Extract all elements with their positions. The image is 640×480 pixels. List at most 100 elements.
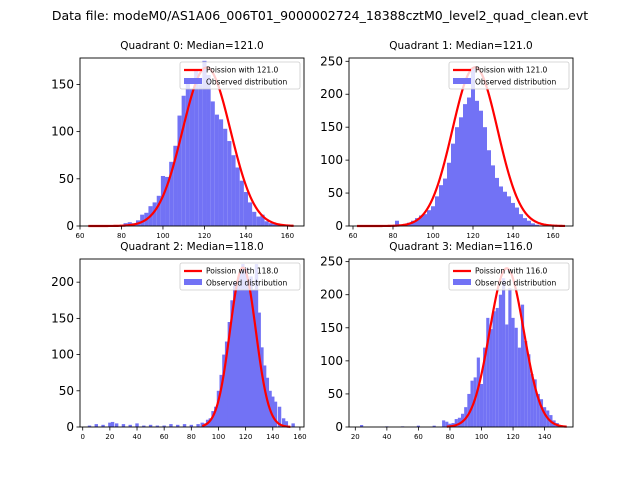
quadrant-2-hist-bar — [233, 282, 237, 427]
quadrant-0-legend-curve-label: Poission with 121.0 — [206, 66, 279, 75]
quadrant-3-xtick-label: 60 — [414, 433, 423, 441]
quadrant-1-ytick-label: 250 — [320, 54, 343, 68]
quadrant-0-hist-bar — [206, 74, 211, 226]
quadrant-0-hist-bar — [177, 115, 182, 226]
quadrant-0-hist-bar — [156, 195, 161, 226]
quadrant-3-ytick-label: 150 — [320, 321, 343, 335]
quadrant-0-hist-bar — [256, 216, 261, 226]
quadrant-1-hist-bar — [459, 117, 463, 226]
quadrant-1-ytick-label: 100 — [320, 153, 343, 167]
quadrant-2-hist-bar — [230, 300, 234, 427]
quadrant-3-axes-frame — [348, 258, 574, 428]
quadrant-2-ytick-label: 0 — [66, 420, 74, 434]
quadrant-3-hist-bar — [479, 384, 484, 427]
quadrant-1-hist-bar — [471, 67, 475, 226]
quadrant-2-title: Quadrant 2: Median=118.0 — [120, 241, 263, 253]
quadrant-0-legend-hist-label: Observed distribution — [206, 78, 287, 87]
quadrant-3-legend-hist-swatch — [453, 279, 471, 285]
quadrant-0-hist-bar — [218, 119, 224, 226]
quadrant-2-xtick-label: 40 — [133, 433, 142, 441]
quadrant-3-hist-bar — [508, 288, 512, 427]
quadrant-3-hist-bar — [539, 399, 544, 427]
quadrant-3-hist-bar — [445, 421, 449, 427]
quadrant-1-hist-bar — [435, 196, 439, 226]
quadrant-2-panel: Quadrant 2: Median=118.0 0 20 40 60 80 100 120 1… — [51, 241, 307, 441]
quadrant-1-hist-bar — [419, 215, 423, 226]
quadrant-2-axes-frame — [79, 258, 305, 428]
quadrant-2-ytick-label: 50 — [59, 384, 74, 398]
quadrant-1-hist-bar — [479, 110, 483, 226]
quadrant-0-xtick-label: 60 — [76, 232, 85, 240]
quadrant-1-hist-bar — [423, 214, 427, 226]
quadrant-0-hist-bar — [165, 176, 170, 226]
quadrant-0-ytick-label: 150 — [51, 77, 74, 91]
quadrant-1-legend — [448, 61, 570, 90]
quadrant-2-hist-bar — [241, 264, 245, 427]
quadrant-3-hist-bar — [495, 307, 499, 427]
quadrant-0-panel: Quadrant 0: Median=121.0 60 80 100 120 140 160… — [51, 40, 305, 240]
quadrant-3-hist-bar — [536, 393, 540, 427]
quadrant-0-ytick-label: 100 — [51, 125, 74, 139]
quadrant-3-panel: Quadrant 3: Median=116.0 20 40 60 80 100 120 14… — [320, 241, 574, 441]
quadrant-1-hist-bar — [535, 224, 539, 226]
quadrant-2-hist-bar — [176, 424, 180, 427]
quadrant-2-hist-bar — [128, 424, 132, 427]
quadrant-3-hist-bar — [470, 380, 474, 427]
quadrant-2-xtick-label: 160 — [293, 433, 306, 441]
quadrant-0-hist-bar — [231, 155, 236, 226]
quadrant-0-hist-bar — [169, 161, 174, 226]
quadrant-1-hist-bar — [439, 185, 443, 226]
quadrant-3-hist-bar — [498, 294, 503, 427]
quadrant-2-ytick-label: 100 — [51, 348, 74, 362]
quadrant-2-hist-bar — [291, 423, 295, 427]
quadrant-3-hist-bar — [527, 354, 531, 427]
quadrant-2-hist-bar — [101, 424, 105, 427]
quadrant-2-hist-bar — [110, 421, 115, 427]
quadrant-2-xtick-label: 80 — [187, 433, 196, 441]
quadrant-3-ytick-label: 200 — [320, 288, 343, 302]
quadrant-3-ytick-label: 0 — [335, 420, 343, 434]
quadrant-2-hist-bar — [284, 421, 289, 427]
quadrant-2-hist-bar — [189, 424, 194, 427]
quadrant-3-hist-bar — [520, 304, 525, 427]
quadrant-0-hist-bar — [140, 214, 145, 226]
quadrant-3-hist-bar — [457, 417, 461, 427]
quadrant-1-xtick-label: 120 — [466, 232, 479, 240]
quadrant-3-xtick-label: 120 — [506, 433, 519, 441]
quadrant-1-hist-bar — [463, 104, 467, 226]
quadrant-1-hist-bar — [499, 186, 503, 226]
quadrant-0-hist-bar — [252, 211, 257, 226]
quadrant-0-hist-bar — [235, 167, 240, 226]
quadrant-2-hist-bar — [208, 418, 213, 427]
quadrant-2-hist-bar — [273, 401, 278, 427]
quadrant-2-hist-bar — [243, 267, 248, 427]
quadrant-0-hist-bar — [173, 145, 178, 226]
quadrant-1-title: Quadrant 1: Median=121.0 — [389, 40, 532, 52]
quadrant-3-hist-bar — [511, 317, 515, 427]
quadrant-2-hist-bar — [254, 264, 259, 427]
quadrant-1-xtick-label: 60 — [349, 232, 358, 240]
quadrant-3-hist-bar — [502, 278, 506, 427]
quadrant-1-hist-bar — [475, 100, 479, 226]
quadrant-1-ytick-label: 0 — [335, 219, 343, 233]
quadrant-0-hist-bar — [268, 223, 273, 226]
quadrant-2-xtick-label: 0 — [80, 433, 84, 441]
quadrant-1-ytick-label: 150 — [320, 120, 343, 134]
quadrant-0-hist-bar — [227, 141, 232, 226]
quadrant-3-hist-bar — [360, 425, 364, 427]
quadrant-1-xtick-label: 140 — [506, 232, 519, 240]
quadrant-2-hist-bar — [219, 374, 223, 427]
quadrant-1-hist-bar — [495, 177, 499, 226]
quadrant-1-hist-bar — [527, 220, 531, 226]
quadrant-1-hist-bar — [467, 97, 471, 226]
quadrant-2-hist-bar — [227, 322, 232, 427]
quadrant-3-ytick-label: 100 — [320, 354, 343, 368]
quadrant-2-hist-bar — [224, 341, 229, 427]
quadrant-3-xtick-label: 20 — [351, 433, 360, 441]
quadrant-1-axes-frame — [348, 57, 574, 227]
quadrant-0-xtick-label: 120 — [198, 232, 211, 240]
quadrant-2-legend-hist-label: Observed distribution — [206, 279, 287, 288]
quadrant-3-xtick-label: 100 — [475, 433, 488, 441]
quadrant-1-hist-bar — [447, 162, 451, 226]
quadrant-2-xtick-label: 140 — [266, 433, 279, 441]
